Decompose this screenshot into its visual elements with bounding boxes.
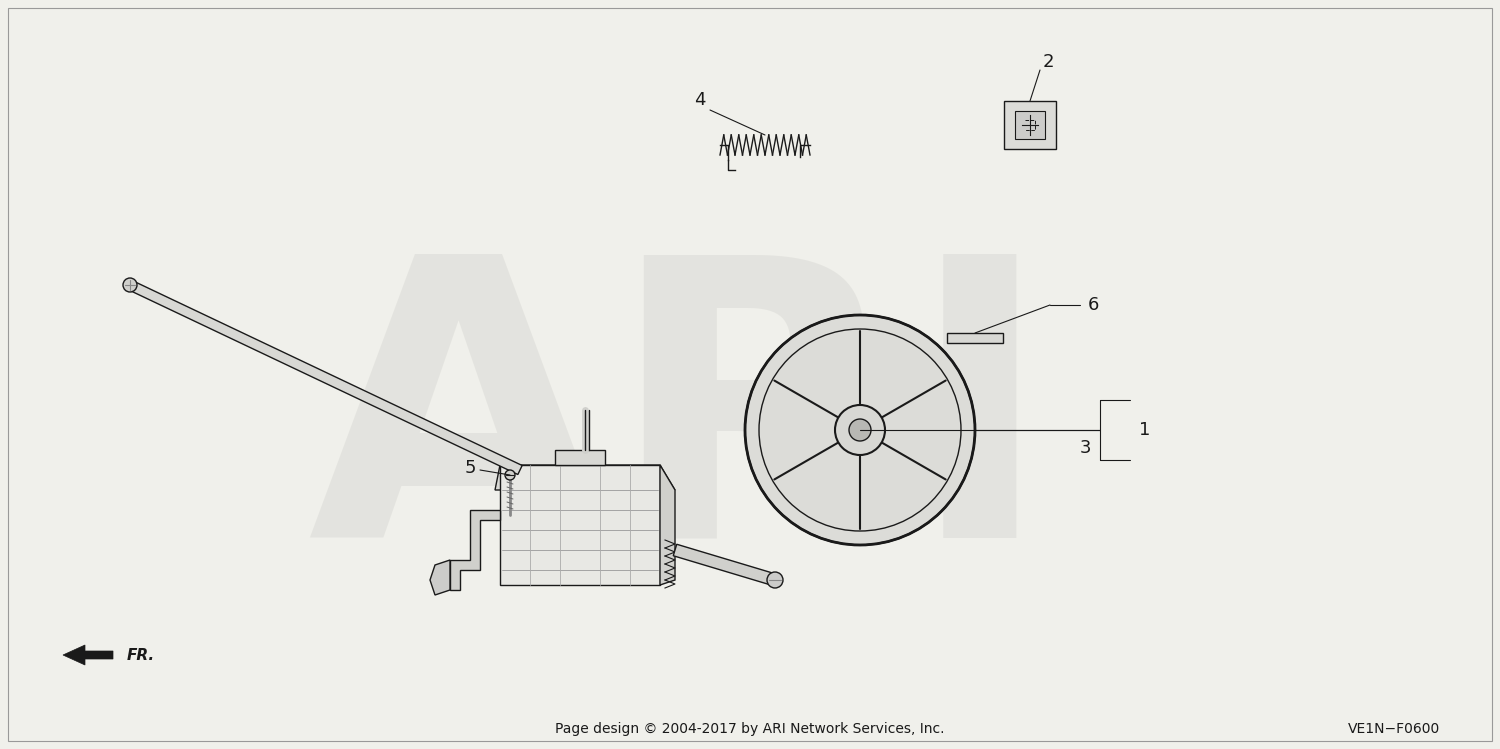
Circle shape — [506, 470, 515, 480]
Polygon shape — [495, 465, 675, 490]
Polygon shape — [1004, 101, 1056, 149]
Polygon shape — [946, 333, 1004, 343]
Text: FR.: FR. — [128, 647, 154, 663]
Text: 3: 3 — [1080, 439, 1090, 457]
Text: ARI: ARI — [308, 241, 1053, 619]
Circle shape — [746, 315, 975, 545]
Polygon shape — [555, 450, 604, 465]
Circle shape — [836, 405, 885, 455]
Polygon shape — [430, 560, 450, 595]
Polygon shape — [450, 510, 500, 590]
Polygon shape — [660, 465, 675, 585]
Circle shape — [849, 419, 871, 441]
Text: 5: 5 — [465, 459, 476, 477]
Text: 2: 2 — [1042, 53, 1053, 71]
Polygon shape — [674, 545, 777, 586]
Text: 6: 6 — [1088, 296, 1098, 314]
Circle shape — [123, 278, 136, 292]
Text: 1: 1 — [1140, 421, 1150, 439]
Polygon shape — [128, 280, 522, 475]
Text: VE1N−F0600: VE1N−F0600 — [1347, 722, 1440, 736]
Circle shape — [766, 572, 783, 588]
Text: 4: 4 — [694, 91, 705, 109]
Text: Page design © 2004-2017 by ARI Network Services, Inc.: Page design © 2004-2017 by ARI Network S… — [555, 722, 945, 736]
Polygon shape — [1016, 111, 1046, 139]
Polygon shape — [63, 645, 112, 665]
Polygon shape — [500, 465, 660, 585]
